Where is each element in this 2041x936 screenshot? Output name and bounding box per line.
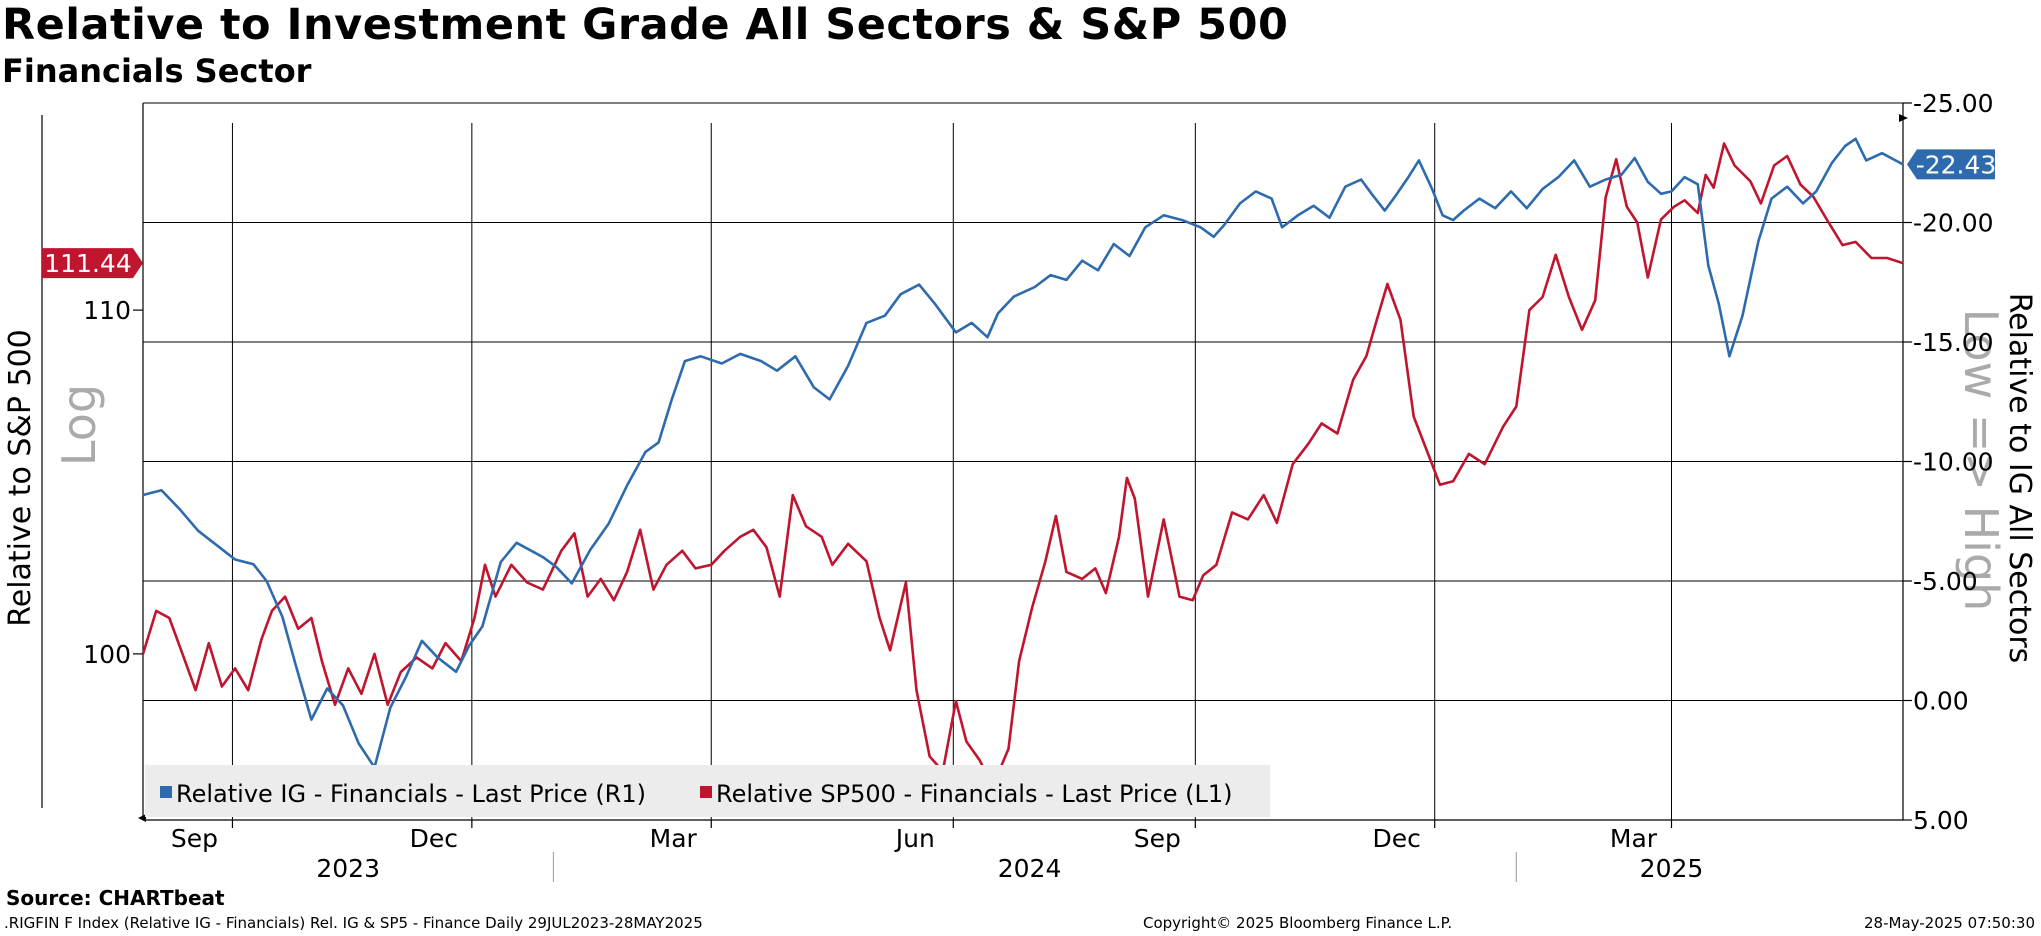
last-value-badge-sp500 xyxy=(42,248,143,279)
year-label: 2023 xyxy=(316,854,380,883)
legend-swatch-ig xyxy=(160,786,172,798)
x-tick-label: Mar xyxy=(650,824,698,853)
x-tick-label: Sep xyxy=(171,824,218,853)
timestamp: 28-May-2025 07:50:30 xyxy=(1864,914,2035,932)
last-value-badge-ig xyxy=(1907,149,1995,180)
last-value-label-ig: -22.43 xyxy=(1916,150,1997,179)
legend: Relative IG - Financials - Last Price (R… xyxy=(145,765,1270,817)
chart-title: Relative to Investment Grade All Sectors… xyxy=(2,0,1289,50)
log-watermark: Log xyxy=(52,384,106,466)
source-note: Source: CHARTbeat xyxy=(6,886,225,910)
right-tick-label: -10.00 xyxy=(1913,448,1994,477)
series-line-relative-sp500 xyxy=(141,142,1904,788)
legend-swatch-sp500 xyxy=(700,786,712,798)
copyright: Copyright© 2025 Bloomberg Finance L.P. xyxy=(1143,914,1453,932)
x-tick-label: Mar xyxy=(1610,824,1658,853)
left-axis-arrow xyxy=(138,814,146,822)
year-label: 2024 xyxy=(998,854,1062,883)
x-tick-label: Sep xyxy=(1134,824,1181,853)
chart-subtitle: Financials Sector xyxy=(2,52,312,90)
grid xyxy=(143,102,1903,821)
left-tick-label: 110 xyxy=(83,296,131,325)
right-axis-arrow xyxy=(1899,114,1908,122)
year-label: 2025 xyxy=(1640,854,1704,883)
right-tick-label: 5.00 xyxy=(1913,806,1969,835)
legend-label-sp500: Relative SP500 - Financials - Last Price… xyxy=(716,780,1233,808)
right-tick-label: -20.00 xyxy=(1913,209,1994,238)
right-tick-label: -15.00 xyxy=(1913,328,1994,357)
left-axis-label: Relative to S&P 500 xyxy=(3,329,38,627)
right-tick-label: -25.00 xyxy=(1913,89,1994,118)
right-axis-label: Relative to IG All Sectors xyxy=(2002,293,2037,664)
right-tick-label: 0.00 xyxy=(1913,687,1969,716)
series-line-relative-ig xyxy=(142,137,1904,769)
legend-label-ig: Relative IG - Financials - Last Price (R… xyxy=(176,780,646,808)
right-tick-label: -5.00 xyxy=(1913,567,1978,596)
x-tick-label: Dec xyxy=(410,824,458,853)
x-tick-label: Dec xyxy=(1373,824,1421,853)
left-tick-label: 100 xyxy=(83,640,131,669)
x-tick-label: Jun xyxy=(894,824,935,853)
low-high-watermark: Low => High xyxy=(1954,309,2008,612)
last-value-label-sp500: 111.44 xyxy=(44,249,131,278)
index-info: .RIGFIN F Index (Relative IG - Financial… xyxy=(4,914,703,932)
